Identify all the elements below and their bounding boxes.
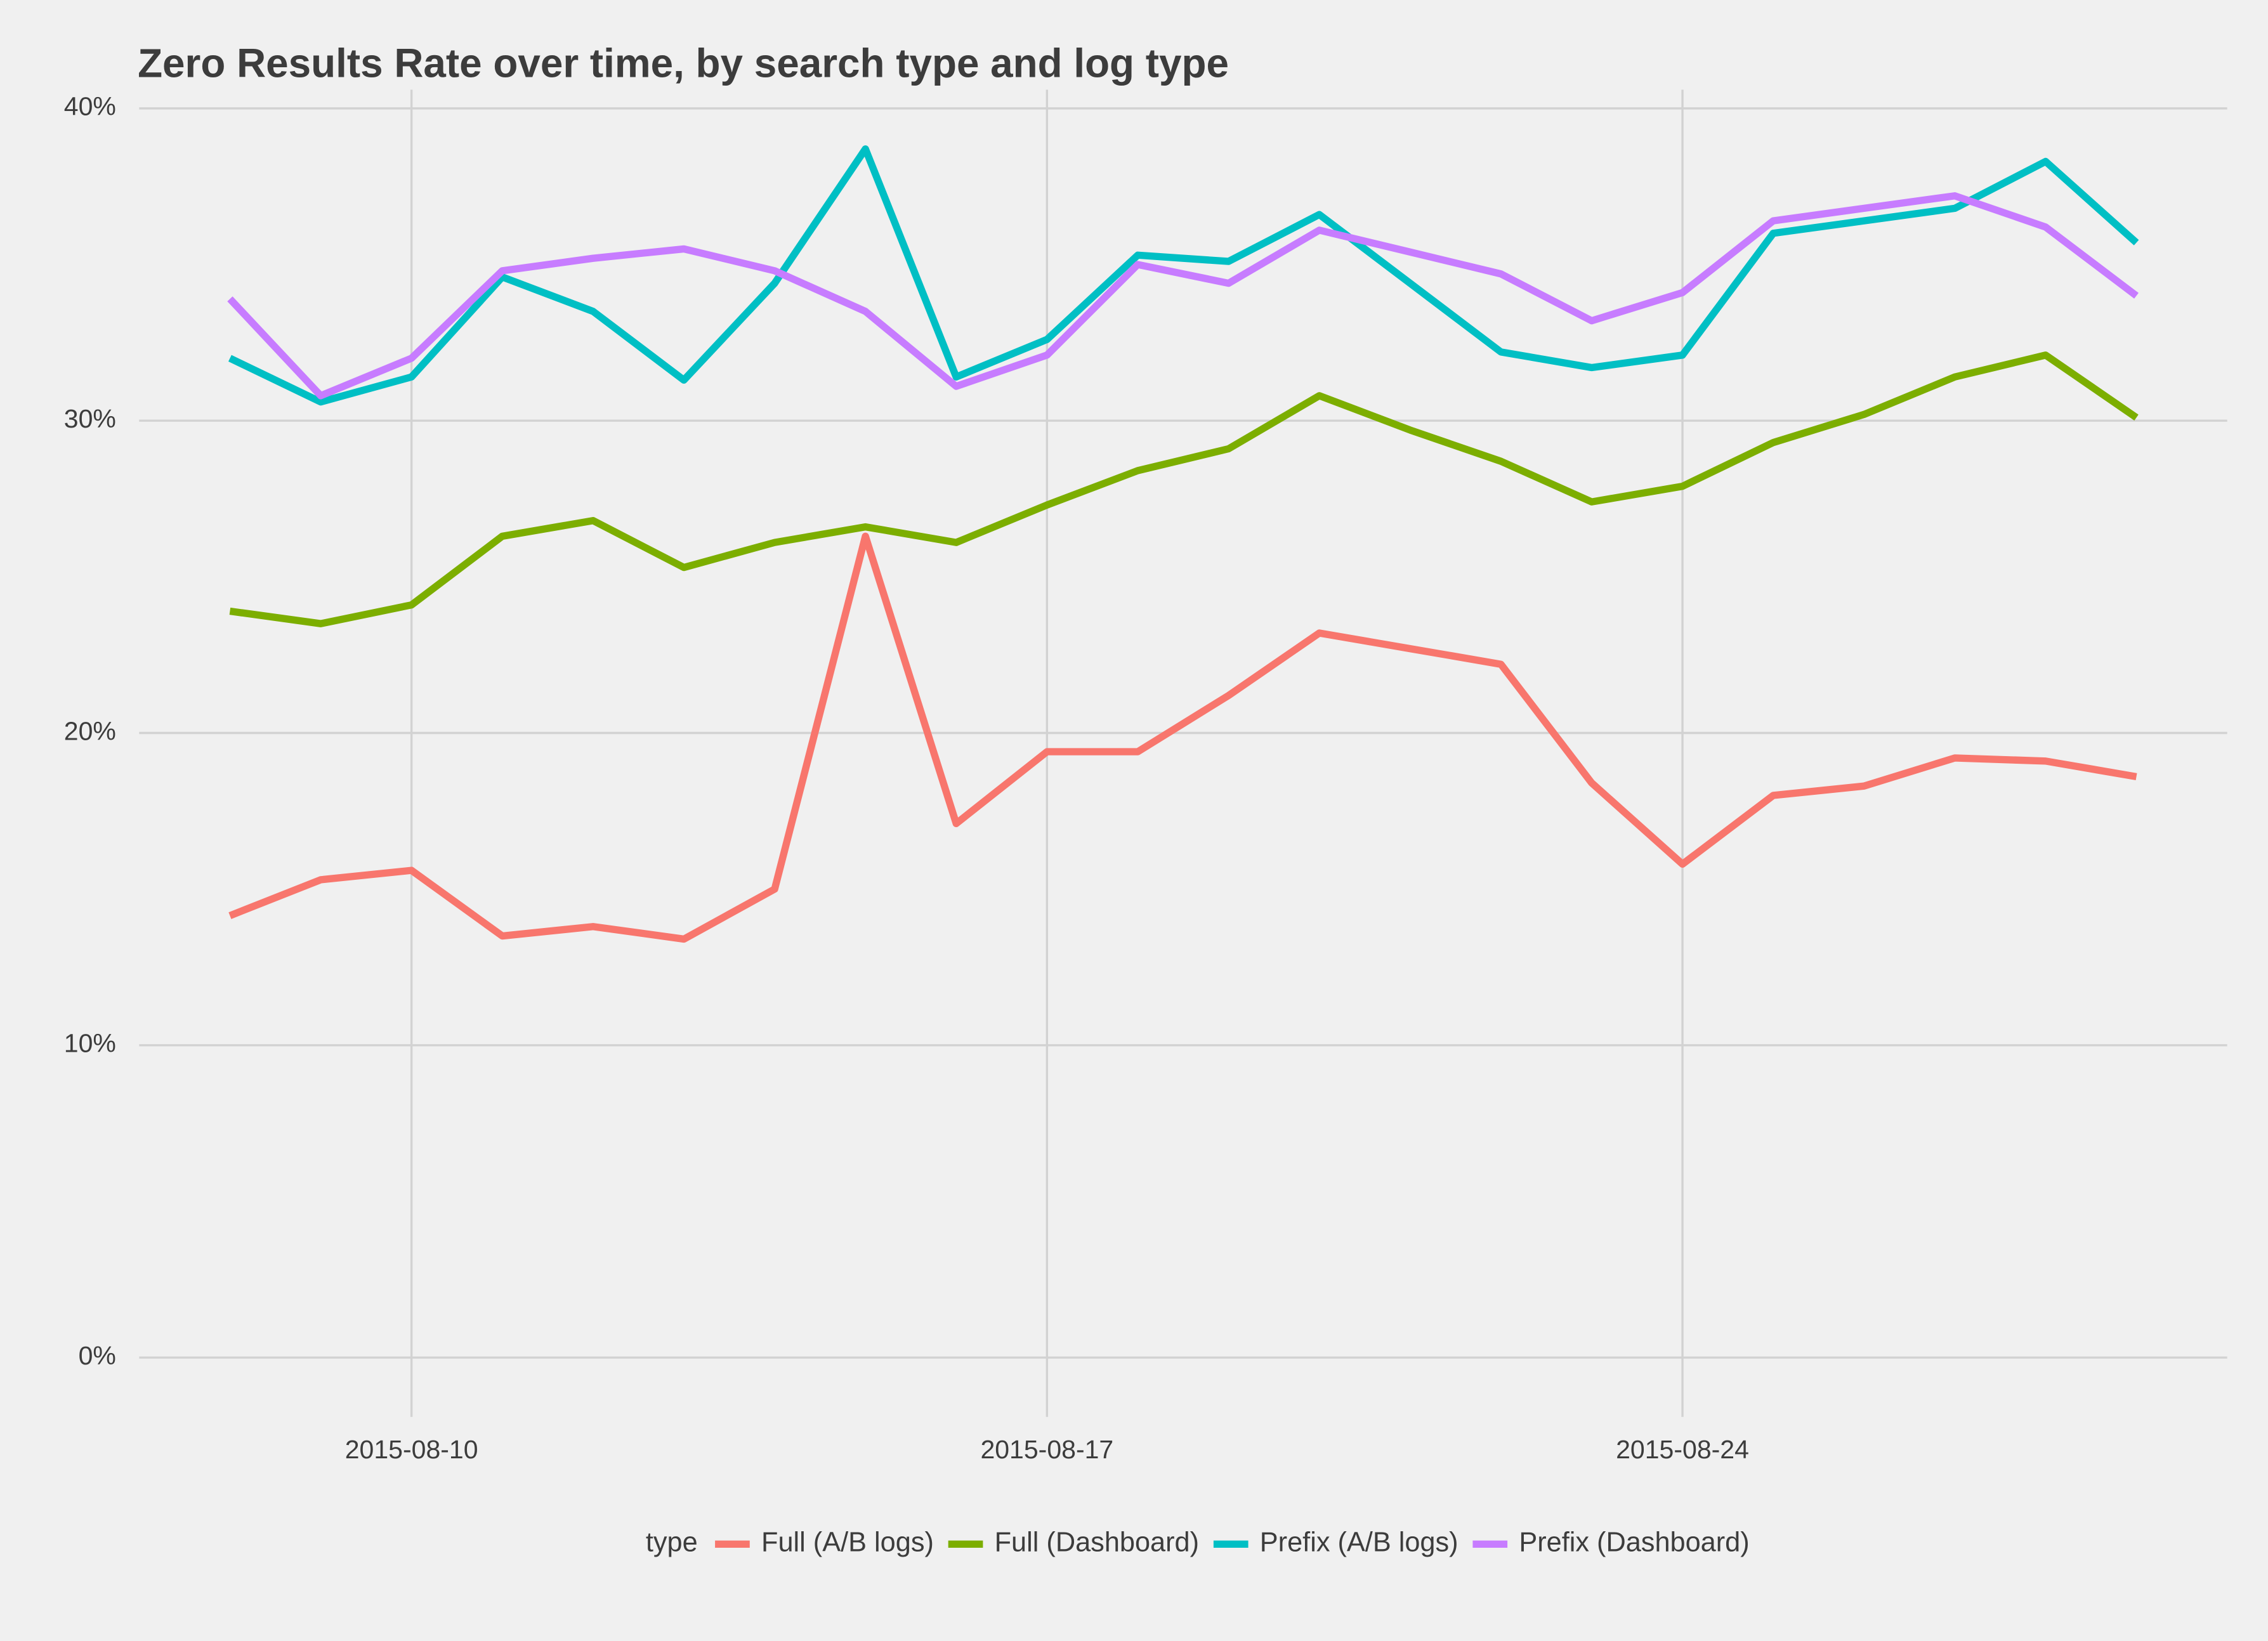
x-tick-label: 2015-08-24 <box>1616 1435 1749 1464</box>
y-tick-label: 40% <box>64 92 116 121</box>
series-line <box>227 192 2139 400</box>
legend-label: Full (A/B logs) <box>761 1527 934 1558</box>
series-line <box>228 532 2137 943</box>
legend-label: Full (Dashboard) <box>995 1527 1199 1558</box>
y-tick-label: 30% <box>64 404 116 433</box>
series-line <box>229 351 2139 627</box>
legend-label: Prefix (A/B logs) <box>1260 1527 1458 1558</box>
series-line <box>228 145 2139 406</box>
y-tick-label: 10% <box>64 1029 116 1058</box>
x-tick-label: 2015-08-10 <box>345 1435 478 1464</box>
y-tick-label: 0% <box>79 1341 116 1370</box>
y-tick-label: 20% <box>64 716 116 745</box>
legend-label: Prefix (Dashboard) <box>1519 1527 1749 1558</box>
chart-title: Zero Results Rate over time, by search t… <box>138 41 1229 86</box>
legend-title: type <box>646 1527 698 1558</box>
x-tick-label: 2015-08-17 <box>980 1435 1113 1464</box>
